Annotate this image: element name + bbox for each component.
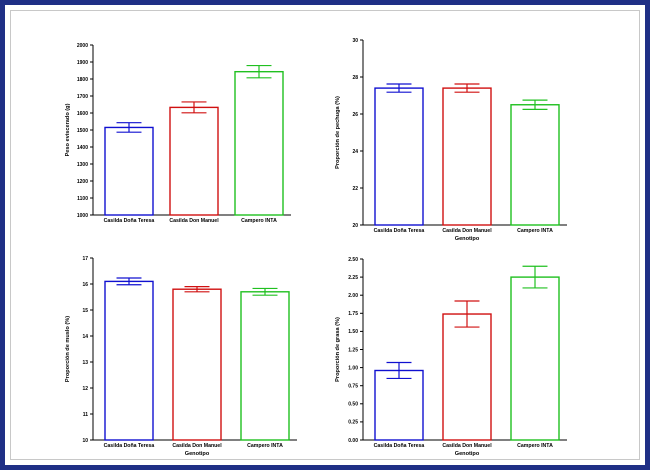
x-tick-label: Campero INTA [517, 228, 553, 234]
y-tick-label: 30 [352, 38, 358, 44]
chart-3: 10 11 12 13 14 15 16 17 Proporción de muslo (%) C… [65, 256, 297, 457]
y-axis-label: Proporción de pechuga (%) [335, 96, 341, 169]
y-tick-label: 11 [83, 412, 89, 418]
y-axis-label: Proporción de muslo (%) [65, 316, 71, 382]
y-tick-label: 0.25 [348, 420, 358, 426]
y-tick-label: 0.00 [348, 438, 358, 444]
y-tick-label: 17 [82, 256, 88, 262]
y-tick-label: 1600 [77, 111, 88, 117]
y-tick-label: 22 [352, 186, 358, 192]
y-axis-label: Peso eviscerado (g) [65, 103, 71, 156]
y-tick-label: 26 [352, 112, 358, 118]
chart-1: 1000 1100 1200 1300 1400 1500 1600 1700 1800 1900… [65, 43, 291, 224]
y-tick-label: 1000 [77, 213, 88, 219]
y-tick-label: 2000 [77, 43, 88, 49]
y-tick-label: 1800 [77, 77, 88, 83]
figure-panel [10, 10, 640, 460]
bar [374, 369, 424, 441]
y-tick-label: 1.00 [348, 365, 358, 371]
x-tick-label: Casilda Doña Teresa [104, 218, 155, 224]
x-tick-label: Casilda Don Manuel [169, 218, 219, 224]
y-tick-label: 24 [352, 149, 358, 155]
y-axis-label: Proporción de grasa (%) [335, 317, 341, 382]
y-tick-label: 28 [352, 75, 358, 81]
bar [104, 280, 154, 441]
y-tick-label: 15 [82, 308, 88, 314]
bar [240, 291, 290, 441]
bar [510, 276, 560, 441]
y-tick-label: 1400 [77, 145, 88, 151]
chart-2: 20 22 24 26 28 30 Proporción de pechuga (%) Cas… [335, 38, 567, 242]
y-tick-label: 12 [82, 386, 88, 392]
y-tick-label: 2.25 [348, 275, 358, 281]
y-tick-label: 0.50 [348, 402, 358, 408]
y-tick-label: 1200 [77, 179, 88, 185]
x-tick-label: Campero INTA [241, 218, 277, 224]
y-tick-label: 2.00 [348, 293, 358, 299]
x-tick-label: Casilda Doña Teresa [104, 443, 155, 449]
x-axis-label: Genotipo [455, 236, 480, 242]
y-tick-label: 1300 [77, 162, 88, 168]
x-axis-label: Genotipo [455, 451, 480, 457]
x-tick-label: Casilda Doña Teresa [374, 228, 425, 234]
x-tick-label: Casilda Don Manuel [442, 228, 492, 234]
y-tick-label: 1.75 [348, 311, 358, 317]
x-tick-label: Casilda Don Manuel [442, 443, 492, 449]
x-axis-label: Genotipo [185, 451, 210, 457]
x-tick-label: Campero INTA [247, 443, 283, 449]
y-tick-label: 20 [352, 223, 358, 229]
y-tick-label: 1100 [77, 196, 88, 202]
x-tick-label: Campero INTA [517, 443, 553, 449]
bar [104, 126, 154, 216]
bar [374, 87, 424, 226]
bar [172, 288, 222, 441]
y-tick-label: 1.50 [348, 329, 358, 335]
y-tick-label: 14 [82, 334, 88, 340]
y-tick-label: 1.25 [348, 347, 358, 353]
bar [169, 106, 219, 216]
bar [234, 70, 284, 216]
x-tick-label: Casilda Don Manuel [172, 443, 222, 449]
y-tick-label: 1900 [77, 60, 88, 66]
y-tick-label: 1500 [77, 128, 88, 134]
bar [510, 104, 560, 226]
y-tick-label: 1700 [77, 94, 88, 100]
y-tick-label: 0.75 [348, 384, 358, 390]
bar [442, 313, 492, 441]
y-tick-label: 2.50 [348, 257, 358, 263]
x-tick-label: Casilda Doña Teresa [374, 443, 425, 449]
y-tick-label: 10 [82, 438, 88, 444]
y-tick-label: 16 [82, 282, 88, 288]
bar [442, 87, 492, 226]
chart-4: 0.00 0.25 0.50 0.75 1.00 1.25 1.50 1.75 2.00 2.25… [335, 257, 567, 457]
y-tick-label: 13 [82, 360, 88, 366]
